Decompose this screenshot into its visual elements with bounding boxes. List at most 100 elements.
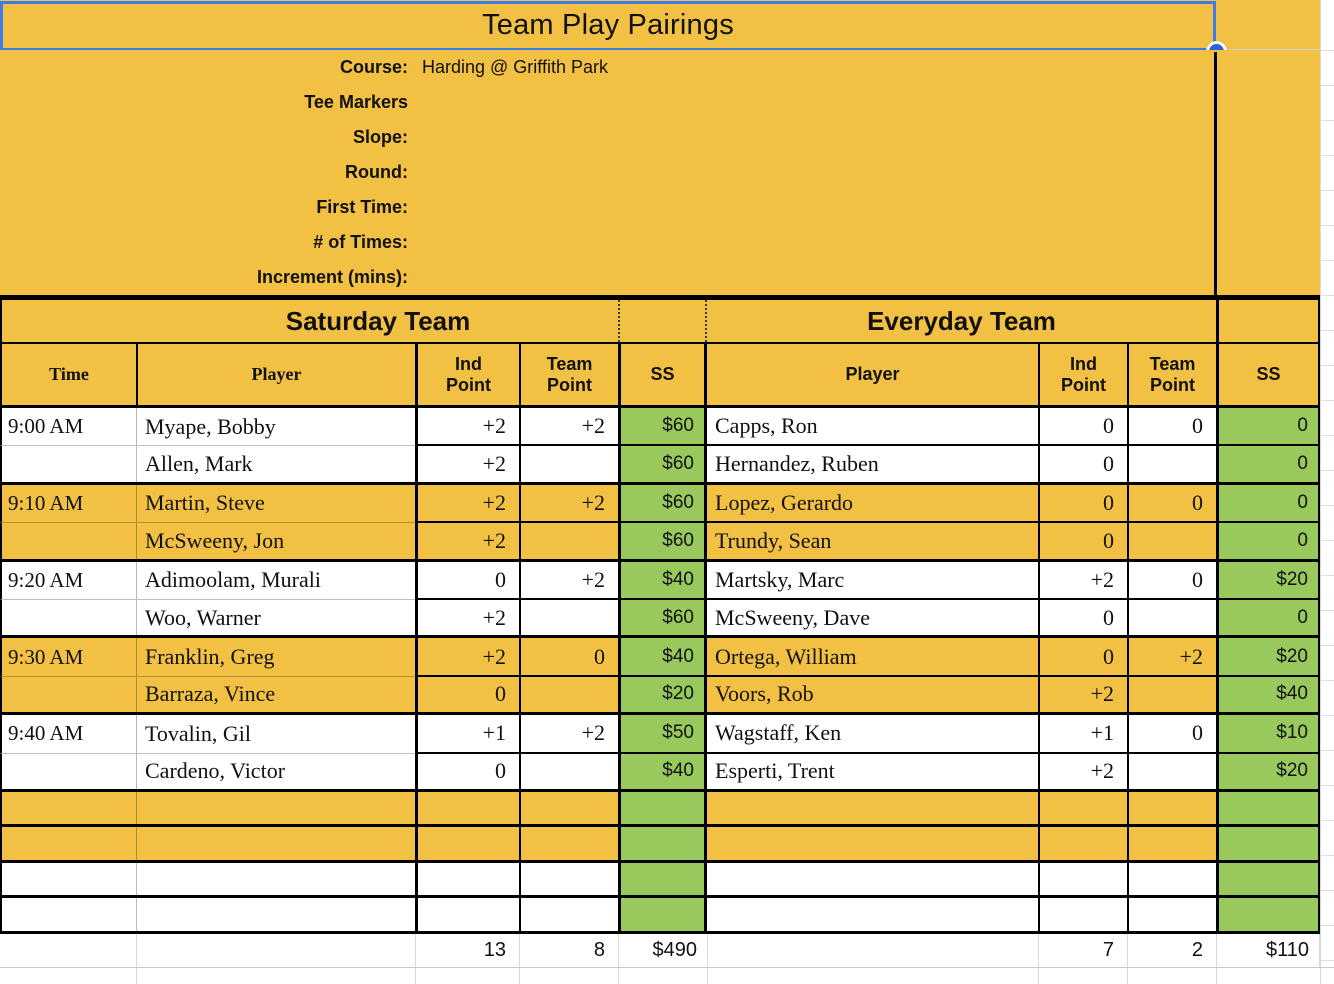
cell-team-right[interactable] — [1127, 791, 1216, 825]
cell-team-right[interactable]: 0 — [1127, 408, 1216, 447]
totals-ind-right[interactable]: 7 — [1038, 934, 1127, 967]
cell-time[interactable]: 9:00 AM — [0, 408, 136, 447]
cell-ss-left[interactable] — [618, 862, 707, 896]
cell-time[interactable] — [0, 446, 136, 482]
cell-ss-left[interactable] — [618, 791, 707, 825]
tee-markers-value[interactable] — [408, 85, 422, 120]
cell-time[interactable] — [0, 599, 136, 636]
cell-ss-right[interactable] — [1216, 898, 1320, 931]
cell-ss-left[interactable]: $40 — [618, 638, 707, 677]
cell-ind-left[interactable]: +2 — [415, 484, 519, 524]
cell-ind-left[interactable]: +1 — [415, 715, 519, 754]
cell-ind-right[interactable]: 0 — [1038, 638, 1127, 677]
cell-ind-left[interactable] — [415, 862, 519, 896]
cell-team-left[interactable] — [519, 827, 618, 860]
cell-ss-left[interactable]: $40 — [618, 753, 707, 789]
info-row-slope[interactable]: Slope: — [0, 120, 1320, 155]
cell-ind-left[interactable]: +2 — [415, 638, 519, 677]
cell-ss-left[interactable]: $50 — [618, 715, 707, 754]
cell-team-left[interactable] — [519, 791, 618, 825]
everyday-team-header[interactable]: Everyday Team — [867, 305, 1056, 336]
cell-team-left[interactable]: +2 — [519, 408, 618, 447]
cell-ss-left[interactable]: $60 — [618, 599, 707, 636]
cell-player-right[interactable]: Martsky, Marc — [707, 562, 1038, 600]
title-row[interactable]: Team Play Pairings — [0, 0, 1320, 50]
cell-ind-left[interactable]: +2 — [415, 523, 519, 559]
cell-time[interactable] — [0, 898, 136, 931]
cell-ind-right[interactable]: +1 — [1038, 715, 1127, 754]
band-ss-cell[interactable] — [1216, 300, 1320, 342]
cell-ss-left[interactable]: $60 — [618, 523, 707, 559]
cell-ss-right[interactable]: 0 — [1216, 599, 1320, 636]
cell-player-left[interactable] — [136, 827, 415, 860]
cell-team-right[interactable] — [1127, 827, 1216, 860]
saturday-team-header[interactable]: Saturday Team — [0, 300, 618, 342]
cell-team-left[interactable] — [519, 898, 618, 931]
cell-team-left[interactable]: +2 — [519, 715, 618, 754]
cell-team-left[interactable] — [519, 753, 618, 789]
cell-ind-left[interactable]: +2 — [415, 408, 519, 447]
cell-ss-left[interactable]: $40 — [618, 561, 707, 600]
cell-player-right[interactable] — [707, 898, 1038, 931]
cell-ss-right[interactable]: $20 — [1216, 561, 1320, 600]
totals-team-left[interactable]: 8 — [519, 934, 618, 967]
cell-ind-left[interactable] — [415, 827, 519, 860]
col-header-ss-left[interactable]: SS — [618, 344, 707, 405]
cell-ind-left[interactable] — [415, 791, 519, 825]
cell-ind-right[interactable]: 0 — [1038, 484, 1127, 524]
cell-ind-right[interactable]: 0 — [1038, 446, 1127, 482]
cell-player-left[interactable]: Cardeno, Victor — [136, 753, 415, 789]
cell-player-right[interactable]: Ortega, William — [707, 638, 1038, 677]
info-row-course[interactable]: Course: Harding @ Griffith Park — [0, 50, 1320, 85]
cell-team-right[interactable] — [1127, 676, 1216, 713]
col-header-team-left[interactable]: Team Point — [519, 344, 618, 405]
cell-player-right[interactable]: Esperti, Trent — [715, 758, 835, 784]
info-row-round[interactable]: Round: — [0, 155, 1320, 190]
cell-time[interactable] — [0, 753, 136, 789]
cell-time[interactable] — [0, 862, 136, 896]
cell-ind-right[interactable] — [1038, 862, 1127, 896]
cell-player-left[interactable]: McSweeny, Jon — [136, 523, 415, 559]
info-row-increment[interactable]: Increment (mins): — [0, 260, 1320, 295]
totals-player-cell-left[interactable] — [136, 934, 415, 967]
cell-player-right[interactable]: Hernandez, Ruben — [715, 451, 879, 477]
cell-team-right[interactable]: 0 — [1127, 561, 1216, 600]
cell-time[interactable] — [0, 523, 136, 559]
cell-time[interactable]: 9:30 AM — [0, 638, 136, 677]
cell-ind-right[interactable]: +2 — [1038, 561, 1127, 600]
cell-team-right[interactable] — [1127, 446, 1216, 482]
num-times-value[interactable] — [408, 225, 422, 260]
cell-ind-right[interactable]: +2 — [1038, 753, 1127, 789]
cell-player-right[interactable]: Voors, Rob — [715, 681, 814, 707]
cell-team-left[interactable]: 0 — [519, 638, 618, 677]
cell-player-left[interactable]: Tovalin, Gil — [136, 715, 415, 754]
cell-ind-right[interactable] — [1038, 827, 1127, 860]
cell-ss-right[interactable]: 0 — [1216, 408, 1320, 447]
col-header-ind-left[interactable]: Ind Point — [415, 344, 519, 405]
cell-team-left[interactable] — [519, 446, 618, 482]
cell-team-right[interactable]: 0 — [1127, 715, 1216, 754]
info-row-num-times[interactable]: # of Times: — [0, 225, 1320, 260]
cell-ss-right[interactable]: $20 — [1216, 753, 1320, 789]
cell-ind-right[interactable]: 0 — [1038, 599, 1127, 636]
cell-ss-right[interactable] — [1216, 862, 1320, 896]
cell-team-right[interactable] — [1127, 523, 1216, 559]
cell-ss-left[interactable]: $60 — [618, 484, 707, 524]
cell-player-right[interactable]: Trundy, Sean — [715, 527, 832, 553]
cell-time[interactable] — [0, 676, 136, 713]
cell-ind-right[interactable] — [1038, 791, 1127, 825]
cell-ind-left[interactable]: +2 — [415, 446, 519, 482]
cell-team-right[interactable]: 0 — [1127, 484, 1216, 524]
cell-time[interactable] — [0, 791, 136, 825]
cell-ind-left[interactable] — [415, 898, 519, 931]
slope-value[interactable] — [408, 120, 422, 155]
cell-team-right[interactable] — [1127, 753, 1216, 789]
course-value[interactable]: Harding @ Griffith Park — [422, 57, 609, 77]
cell-ss-left[interactable]: $60 — [618, 446, 707, 482]
cell-player-left[interactable]: Allen, Mark — [136, 446, 415, 482]
cell-player-left[interactable]: Franklin, Greg — [136, 638, 415, 677]
cell-ss-right[interactable] — [1216, 791, 1320, 825]
cell-time[interactable]: 9:40 AM — [0, 715, 136, 754]
cell-time[interactable]: 9:10 AM — [0, 484, 136, 524]
cell-player-right[interactable] — [707, 792, 1038, 825]
